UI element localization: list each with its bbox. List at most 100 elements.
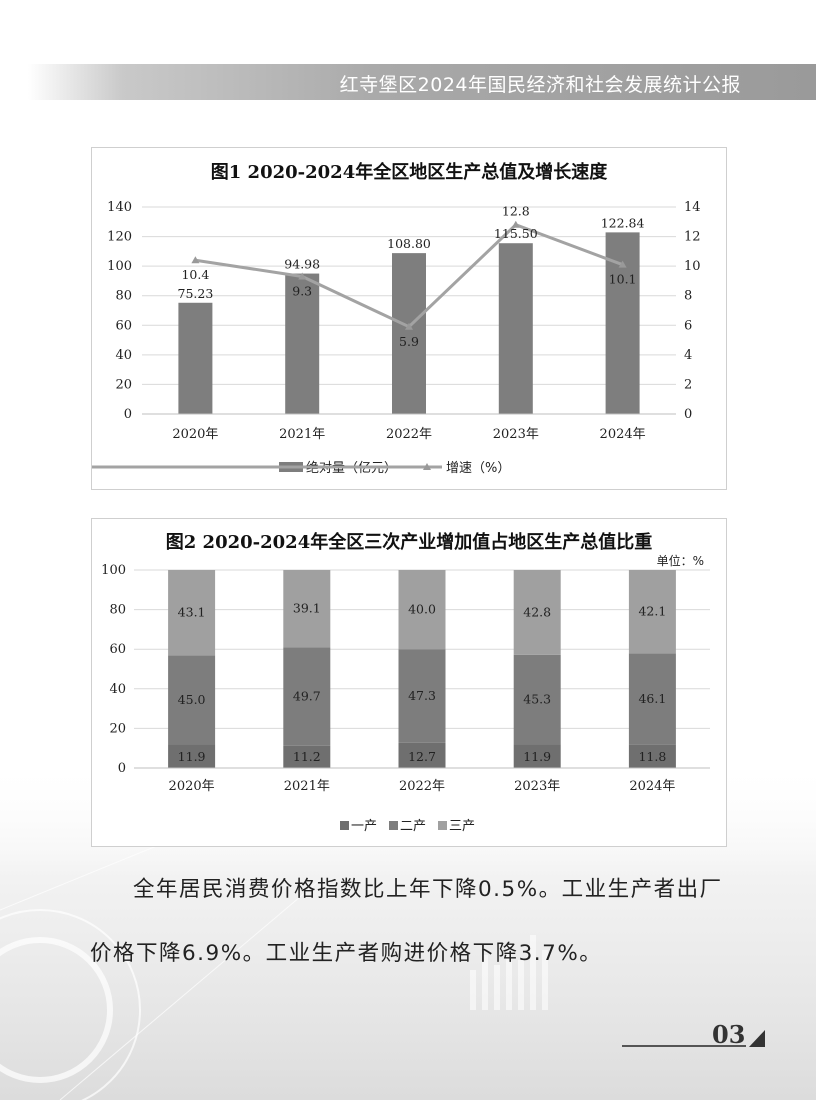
share-bar-secondary — [513, 654, 561, 745]
legend-label-secondary: 二产 — [400, 819, 426, 834]
chart2-legend: 一产 二产 三产 — [340, 819, 475, 834]
share-bar-primary — [513, 744, 561, 768]
share-label-tertiary: 43.1 — [178, 605, 206, 620]
y-tick-label: 20 — [115, 377, 132, 392]
page-number: 03 — [712, 1020, 746, 1049]
y2-tick-label: 10 — [684, 259, 701, 274]
page-corner-triangle-icon — [749, 1030, 765, 1047]
legend-label-tertiary: 三产 — [449, 819, 475, 834]
legend-marker-line — [423, 463, 431, 470]
y-tick-label: 0 — [118, 761, 126, 776]
chart1-title: 图1 2020-2024年全区地区生产总值及增长速度 — [211, 161, 608, 183]
x-tick-label: 2020年 — [169, 779, 215, 794]
chart-panel-gdp: 图1 2020-2024年全区地区生产总值及增长速度 75.23 94.98 108… — [91, 147, 727, 490]
y-tick-label: 80 — [109, 603, 126, 618]
share-bar-tertiary — [283, 570, 331, 648]
gdp-chart: 图1 2020-2024年全区地区生产总值及增长速度 75.2394.98108… — [92, 161, 701, 476]
x-tick-label: 2022年 — [399, 779, 445, 794]
gdp-bar-label: 94.98 — [284, 257, 320, 272]
share-label-primary: 11.9 — [178, 749, 206, 764]
body-line-1: 全年居民消费价格指数比上年下降0.5%。工业生产者出厂 — [133, 877, 723, 902]
body-line-2: 价格下降6.9%。工业生产者购进价格下降3.7%。 — [90, 941, 603, 966]
share-label-secondary: 49.7 — [293, 689, 321, 704]
legend-label-line: 增速（%） — [446, 461, 510, 476]
gdp-bar-label: 108.80 — [387, 236, 431, 251]
share-label-secondary: 47.3 — [408, 688, 436, 703]
y-tick-label: 100 — [107, 259, 132, 274]
growth-point — [405, 322, 413, 330]
y-tick-label: 40 — [109, 682, 126, 697]
y-tick-label: 80 — [115, 289, 132, 304]
share-bar-tertiary — [513, 570, 561, 655]
y-tick-label: 40 — [115, 348, 132, 363]
y2-tick-label: 2 — [684, 377, 692, 392]
industry-share-chart: 图2 2020-2024年全区三次产业增加值占地区生产总值比重 单位：% 11.… — [101, 531, 710, 834]
y2-tick-label: 0 — [684, 407, 692, 422]
legend-swatch-primary — [340, 821, 349, 830]
share-bar-secondary — [398, 649, 446, 743]
y2-tick-label: 6 — [684, 318, 692, 333]
share-bar-secondary — [283, 647, 331, 746]
share-bar-primary — [283, 745, 331, 768]
y2-tick-label: 8 — [684, 289, 692, 304]
body-text: 全年居民消费价格指数比上年下降0.5%。工业生产者出厂价格下降6.9%。工业生产… — [90, 858, 750, 986]
share-label-tertiary: 42.8 — [523, 604, 551, 619]
body-paragraph: 全年居民消费价格指数比上年下降0.5%。工业生产者出厂价格下降6.9%。工业生产… — [90, 858, 750, 986]
share-bar-primary — [398, 742, 446, 768]
chart-panel-industry-share: 图2 2020-2024年全区三次产业增加值占地区生产总值比重 单位：% 11.… — [91, 518, 727, 847]
legend-swatch-tertiary — [438, 821, 447, 830]
growth-label: 10.4 — [181, 267, 209, 282]
share-bar-secondary — [168, 655, 216, 745]
growth-label: 12.8 — [502, 204, 530, 219]
x-tick-label: 2020年 — [172, 427, 218, 442]
share-label-primary: 11.9 — [523, 749, 551, 764]
share-bar-tertiary — [398, 570, 446, 650]
chart2-title: 图2 2020-2024年全区三次产业增加值占地区生产总值比重 — [166, 531, 652, 553]
y-tick-label: 60 — [115, 318, 132, 333]
gdp-bar-label: 122.84 — [601, 215, 645, 230]
share-label-primary: 11.8 — [638, 749, 666, 764]
x-tick-label: 2023年 — [493, 427, 539, 442]
share-bar-tertiary — [168, 570, 216, 656]
growth-point — [511, 220, 520, 228]
y-tick-label: 20 — [109, 721, 126, 736]
share-label-tertiary: 40.0 — [408, 602, 436, 617]
share-bar-secondary — [628, 653, 676, 745]
y2-tick-label: 12 — [684, 230, 701, 245]
gdp-bar-label: 75.23 — [178, 286, 214, 301]
y-tick-label: 60 — [109, 642, 126, 657]
share-label-primary: 11.2 — [293, 749, 321, 764]
y-tick-label: 100 — [101, 563, 126, 578]
x-tick-label: 2023年 — [514, 779, 560, 794]
share-label-secondary: 46.1 — [638, 691, 666, 706]
growth-point — [298, 272, 307, 280]
chart2-unit: 单位：% — [657, 553, 704, 568]
gdp-bar-label: 115.50 — [494, 226, 538, 241]
page-number-rule — [622, 1045, 746, 1047]
x-tick-label: 2022年 — [386, 427, 432, 442]
document-title: 红寺堡区2024年国民经济和社会发展统计公报 — [339, 74, 741, 96]
share-bar-tertiary — [628, 570, 676, 654]
header-band — [28, 64, 816, 100]
share-label-primary: 12.7 — [408, 749, 436, 764]
gdp-bar — [178, 302, 213, 414]
y-tick-label: 0 — [124, 407, 132, 422]
share-label-secondary: 45.0 — [178, 692, 206, 707]
y2-tick-label: 4 — [684, 348, 692, 363]
gdp-bar — [392, 253, 426, 414]
growth-label: 9.3 — [292, 283, 312, 298]
chart1-legend: 绝对量（亿元） 增速（%） — [92, 460, 510, 476]
share-label-tertiary: 39.1 — [293, 601, 321, 616]
legend-label-primary: 一产 — [351, 819, 377, 834]
legend-swatch-secondary — [389, 821, 398, 830]
x-tick-label: 2021年 — [284, 779, 330, 794]
growth-point — [191, 256, 200, 264]
y-tick-label: 140 — [107, 200, 132, 215]
y2-tick-label: 14 — [684, 200, 701, 215]
share-label-tertiary: 42.1 — [638, 604, 666, 619]
gdp-bar — [498, 243, 533, 414]
x-tick-label: 2021年 — [279, 427, 325, 442]
growth-label: 5.9 — [399, 334, 419, 349]
y-tick-label: 120 — [107, 230, 132, 245]
share-bar-primary — [628, 744, 676, 768]
